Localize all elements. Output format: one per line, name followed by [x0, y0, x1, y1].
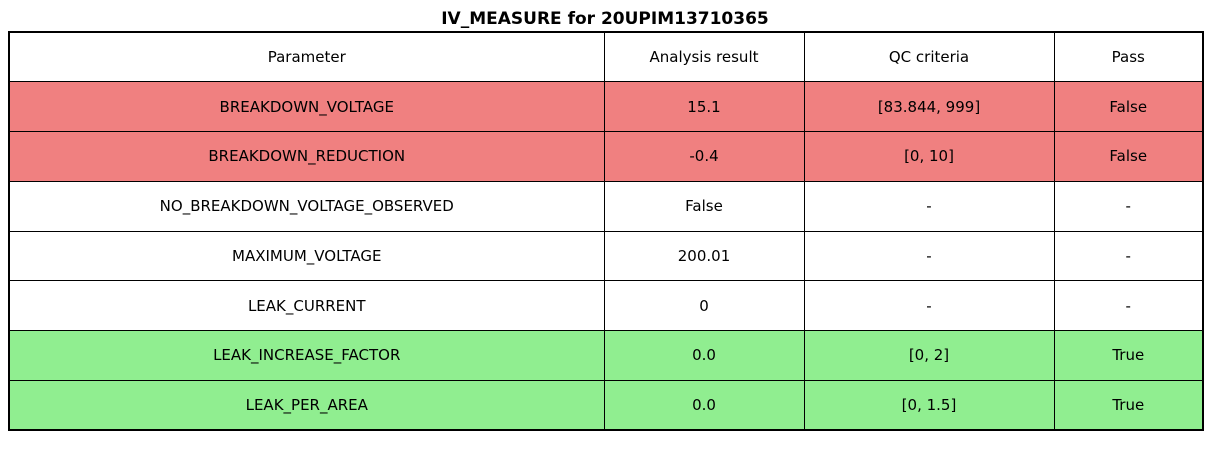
table-row: MAXIMUM_VOLTAGE 200.01- - — [8, 230, 1204, 282]
analysis-result-cell: 0.0 — [603, 330, 805, 381]
table-row: LEAK_CURRENT 0- - — [8, 280, 1204, 331]
table-header: Parameter Analysis result QC criteria Pa… — [8, 31, 1204, 83]
qc-criteria-cell: [0, 10] — [803, 131, 1055, 182]
qc-criteria-cell: [0, 1.5] — [803, 379, 1055, 431]
parameter-cell: LEAK_CURRENT — [8, 280, 605, 331]
table-row: LEAK_INCREASE_FACTOR 0.0 [0, 2] True — [8, 330, 1204, 381]
pass-cell: - — [1053, 280, 1204, 331]
qc-criteria-cell: - — [803, 230, 1055, 282]
parameter-cell: BREAKDOWN_REDUCTION — [8, 131, 605, 182]
page-title: IV_MEASURE for 20UPIM13710365 — [441, 9, 769, 29]
parameter-cell: LEAK_INCREASE_FACTOR — [8, 330, 605, 381]
analysis-result-cell: False — [603, 180, 805, 232]
column-header-analysis-result: Analysis result — [603, 31, 805, 83]
table-row: LEAK_PER_AREA 0.0 [0, 1.5] True — [8, 379, 1204, 431]
table-row: NO_BREAKDOWN_VOLTAGE_OBSERVED False - - — [8, 180, 1204, 232]
header-row: Parameter Analysis result QC criteria Pa… — [8, 31, 1204, 83]
parameter-cell: BREAKDOWN_VOLTAGE — [8, 81, 605, 132]
table-row: BREAKDOWN_REDUCTION -0.4 [0, 10] False — [8, 131, 1204, 182]
qc-criteria-cell: - — [803, 280, 1055, 331]
analysis-result-cell: 0 — [603, 280, 805, 331]
pass-cell: False — [1053, 131, 1204, 182]
column-header-parameter: Parameter — [8, 31, 605, 83]
qc-criteria-cell: [0, 2] — [803, 330, 1055, 381]
analysis-result-cell: 15.1 — [603, 81, 805, 132]
pass-cell: - — [1053, 230, 1204, 282]
column-header-qc-criteria: QC criteria — [803, 31, 1055, 83]
table-body: BREAKDOWN_VOLTAGE 15.1 [83.844, 999] False B… — [8, 81, 1204, 431]
qc-criteria-cell: [83.844, 999] — [803, 81, 1055, 132]
analysis-result-cell: 0.0 — [603, 379, 805, 431]
parameter-cell: NO_BREAKDOWN_VOLTAGE_OBSERVED — [8, 180, 605, 232]
column-header-pass: Pass — [1053, 31, 1204, 83]
table-row: BREAKDOWN_VOLTAGE 15.1 [83.844, 999] False — [8, 81, 1204, 132]
pass-cell: - — [1053, 180, 1204, 232]
parameter-cell: LEAK_PER_AREA — [8, 379, 605, 431]
pass-cell: True — [1053, 379, 1204, 431]
pass-cell: True — [1053, 330, 1204, 381]
qc-results-table: Parameter Analysis result QC criteria Pa… — [8, 31, 1204, 431]
qc-criteria-cell: - — [803, 180, 1055, 232]
parameter-cell: MAXIMUM_VOLTAGE — [8, 230, 605, 282]
analysis-result-cell: -0.4 — [603, 131, 805, 182]
pass-cell: False — [1053, 81, 1204, 132]
analysis-result-cell: 200.01 — [603, 230, 805, 282]
